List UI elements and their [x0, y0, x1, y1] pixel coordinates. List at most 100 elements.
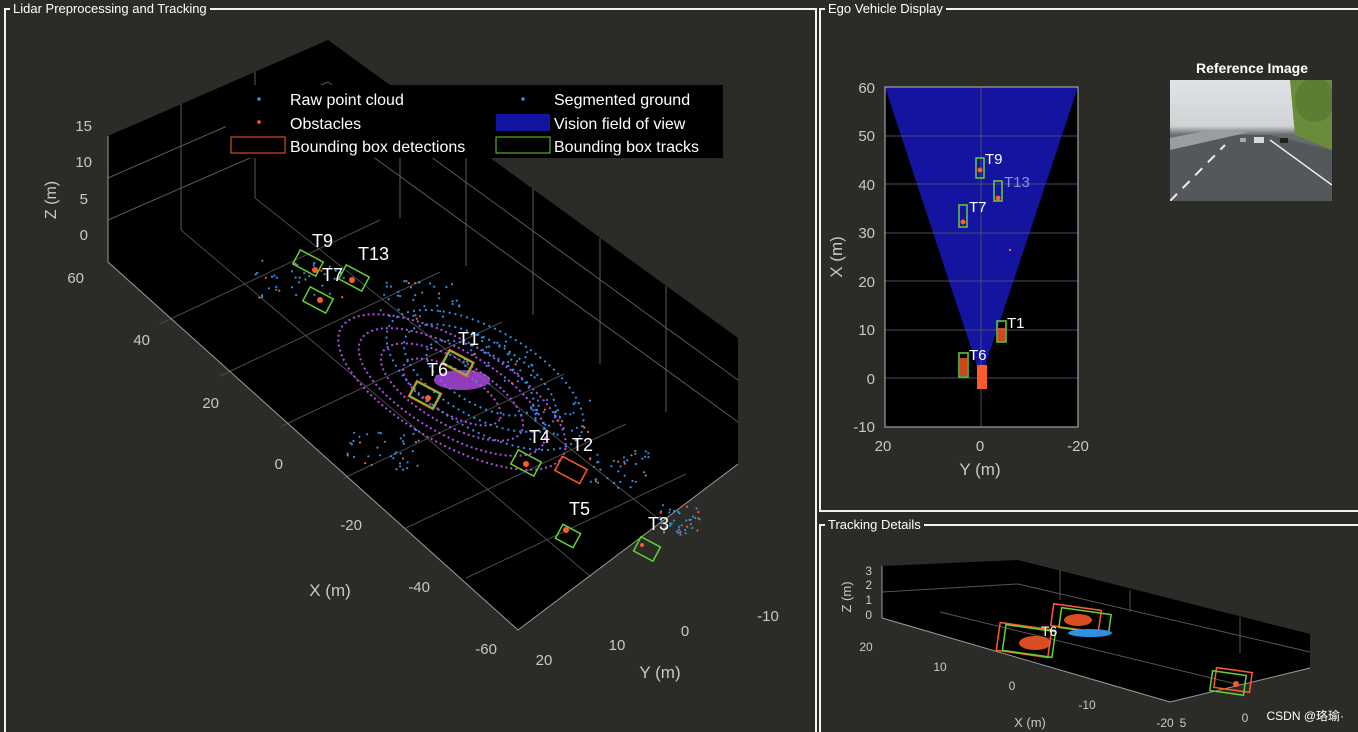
- point: [691, 526, 694, 530]
- point: [261, 259, 264, 262]
- ego-y-tick: -20: [1067, 438, 1089, 455]
- point: [341, 296, 344, 299]
- ego-x-tick: -10: [853, 419, 875, 436]
- point: [428, 282, 431, 285]
- point: [399, 437, 402, 440]
- point: [617, 460, 620, 463]
- point: [581, 425, 584, 428]
- point: [410, 286, 413, 289]
- point: [458, 305, 461, 308]
- ego-track-label-t6: T6: [969, 347, 987, 364]
- point: [261, 294, 264, 297]
- ego-track-label-t9: T9: [985, 151, 1003, 168]
- track-box-t2: [553, 455, 589, 485]
- point: [530, 406, 533, 409]
- point: [647, 452, 650, 455]
- lidar-panel-title: Lidar Preprocessing and Tracking: [10, 1, 210, 17]
- point: [630, 454, 633, 457]
- point: [691, 515, 695, 518]
- point: [353, 431, 356, 434]
- details-x-tick: -20: [1156, 716, 1174, 730]
- details-grid: [881, 570, 1311, 686]
- legend-marker-fov: [496, 114, 550, 131]
- point: [617, 470, 620, 473]
- point: [684, 532, 687, 535]
- details-x-tick: 10: [933, 660, 947, 674]
- point: [623, 460, 626, 463]
- point: [536, 399, 540, 402]
- point: [455, 299, 458, 302]
- details-z-axis-label: Z (m): [839, 581, 854, 612]
- point: [516, 380, 519, 383]
- legend-ground: Segmented ground: [554, 92, 690, 109]
- point: [387, 298, 390, 301]
- y-tick: 20: [536, 652, 553, 669]
- lidar-3d-plot[interactable]: 15 10 5 0 Z (m) 60 40 20 0 -20 -40 -60 X…: [6, 10, 815, 732]
- legend-marker-obstacles: [257, 120, 261, 124]
- legend[interactable]: Raw point cloud Segmented ground Obstacl…: [226, 85, 723, 158]
- point: [634, 452, 637, 455]
- track-box-t3: [632, 535, 662, 563]
- details-back-right: [1018, 560, 1310, 668]
- point: [556, 419, 559, 422]
- point: [544, 423, 547, 426]
- point: [672, 519, 676, 522]
- point: [510, 381, 513, 385]
- details-z-tick: 3: [865, 564, 872, 578]
- point: [379, 432, 382, 435]
- point: [401, 440, 404, 443]
- point: [392, 457, 395, 460]
- raw-point-cloud: [254, 259, 701, 536]
- details-floor: [882, 606, 1310, 702]
- point: [588, 399, 592, 402]
- point: [677, 525, 681, 528]
- details-y-tick: 0: [1242, 711, 1249, 725]
- details-y-tick: 5: [1180, 716, 1187, 730]
- point: [535, 412, 538, 415]
- point: [438, 297, 441, 300]
- legend-tracks: Bounding box tracks: [554, 139, 699, 156]
- point: [352, 455, 356, 459]
- point: [543, 408, 547, 411]
- point: [543, 427, 546, 430]
- point: [414, 429, 418, 432]
- ego-y-tick: 0: [976, 438, 984, 455]
- point: [623, 474, 626, 477]
- point: [659, 511, 662, 514]
- point: [643, 471, 646, 474]
- point: [613, 481, 616, 484]
- point: [254, 273, 257, 276]
- point: [267, 287, 270, 290]
- point: [634, 480, 637, 483]
- point: [619, 465, 622, 468]
- point: [572, 403, 575, 406]
- details-z-tick: 0: [865, 608, 872, 622]
- point: [313, 293, 316, 296]
- point: [414, 314, 417, 317]
- point: [406, 467, 409, 470]
- point: [358, 441, 362, 444]
- point: [556, 409, 560, 412]
- point: [298, 281, 301, 284]
- point: [562, 427, 565, 430]
- point: [258, 296, 261, 299]
- point: [464, 364, 467, 368]
- point: [445, 286, 448, 289]
- point: [583, 426, 586, 429]
- point: [485, 364, 488, 367]
- point: [396, 294, 399, 297]
- ego-2d-plot[interactable]: 60 50 40 30 20 10 0 -10 X (m) 20 0 -20 Y…: [821, 10, 1151, 510]
- tracking-3d-plot[interactable]: 3 2 1 0 Z (m) 20 10 0 -10 -20 5 0 X (m) …: [821, 526, 1358, 732]
- point: [634, 462, 637, 466]
- point: [376, 446, 379, 449]
- floor-grid: [159, 197, 687, 579]
- ego-track-label-t7: T7: [969, 199, 987, 216]
- point: [678, 528, 681, 531]
- point: [571, 429, 574, 432]
- track-label-t5: T5: [569, 499, 590, 519]
- point: [594, 478, 598, 481]
- legend-marker-ground: [521, 97, 525, 101]
- point: [644, 450, 648, 453]
- point: [496, 341, 499, 344]
- point: [530, 374, 533, 377]
